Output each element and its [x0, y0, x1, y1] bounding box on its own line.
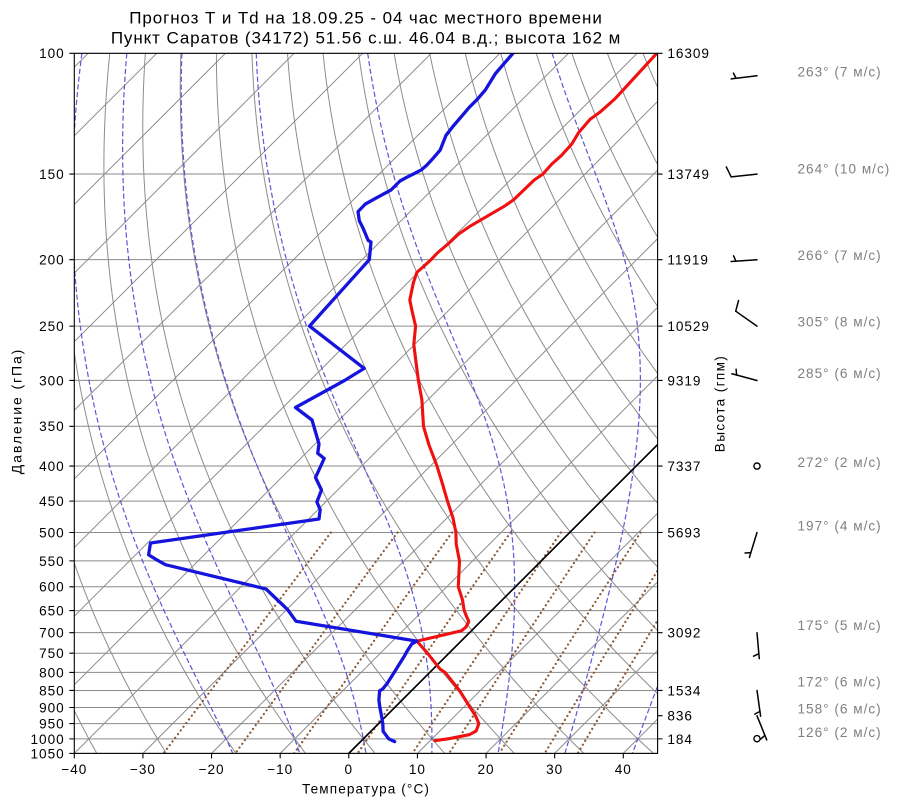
svg-text:450: 450 [39, 494, 65, 509]
svg-text:300: 300 [39, 373, 65, 388]
svg-text:5693: 5693 [667, 525, 701, 540]
svg-text:7337: 7337 [667, 459, 701, 474]
svg-text:40: 40 [615, 762, 632, 777]
svg-text:650: 650 [39, 604, 65, 619]
svg-text:264° (10 м/с): 264° (10 м/с) [798, 162, 891, 177]
svg-text:184: 184 [667, 732, 693, 747]
svg-text:500: 500 [39, 525, 65, 540]
svg-text:400: 400 [39, 459, 65, 474]
svg-text:10: 10 [409, 762, 426, 777]
svg-text:−40: −40 [61, 762, 87, 777]
svg-text:700: 700 [39, 626, 65, 641]
svg-text:263° (7 м/с): 263° (7 м/с) [798, 65, 882, 80]
svg-text:272° (2 м/с): 272° (2 м/с) [798, 455, 882, 470]
svg-text:900: 900 [39, 700, 65, 715]
svg-text:200: 200 [39, 253, 65, 268]
svg-text:750: 750 [39, 646, 65, 661]
svg-text:Пункт Саратов (34172) 51.56 с.: Пункт Саратов (34172) 51.56 с.ш. 46.04 в… [111, 28, 621, 47]
svg-text:Температура (°C): Температура (°C) [302, 781, 430, 796]
svg-text:16309: 16309 [667, 46, 710, 61]
svg-text:11919: 11919 [667, 253, 709, 268]
svg-text:600: 600 [39, 580, 65, 595]
svg-text:150: 150 [39, 167, 65, 182]
svg-text:126° (2 м/с): 126° (2 м/с) [798, 725, 882, 740]
svg-text:197° (4 м/с): 197° (4 м/с) [798, 519, 882, 534]
svg-text:158° (6 м/с): 158° (6 м/с) [798, 701, 882, 716]
svg-text:−30: −30 [130, 762, 156, 777]
svg-text:350: 350 [39, 419, 65, 434]
svg-text:285° (6 м/с): 285° (6 м/с) [798, 366, 882, 381]
svg-text:20: 20 [478, 762, 495, 777]
svg-text:305° (8 м/с): 305° (8 м/с) [798, 315, 882, 330]
svg-text:Высота (гпм): Высота (гпм) [713, 355, 728, 452]
svg-text:850: 850 [39, 683, 65, 698]
svg-text:1050: 1050 [31, 746, 65, 761]
svg-text:172° (6 м/с): 172° (6 м/с) [798, 675, 882, 690]
svg-text:−10: −10 [267, 762, 293, 777]
svg-text:10529: 10529 [667, 319, 710, 334]
svg-text:175° (5 м/с): 175° (5 м/с) [798, 618, 882, 633]
svg-text:1000: 1000 [31, 732, 65, 747]
svg-text:950: 950 [39, 717, 65, 732]
svg-text:3092: 3092 [667, 626, 701, 641]
svg-text:13749: 13749 [667, 167, 710, 182]
svg-text:9319: 9319 [667, 373, 701, 388]
svg-text:Давление (гПа): Давление (гПа) [9, 348, 25, 474]
svg-text:1534: 1534 [667, 683, 701, 698]
svg-text:Прогноз Т и Td на 18.09.25 - 0: Прогноз Т и Td на 18.09.25 - 04 час мест… [129, 9, 602, 28]
svg-text:0: 0 [345, 762, 354, 777]
svg-text:836: 836 [667, 709, 693, 724]
svg-text:250: 250 [39, 319, 65, 334]
svg-text:−20: −20 [199, 762, 225, 777]
svg-text:550: 550 [39, 554, 65, 569]
svg-text:266° (7 м/с): 266° (7 м/с) [798, 248, 882, 263]
svg-text:100: 100 [39, 46, 65, 61]
svg-text:800: 800 [39, 665, 65, 680]
svg-text:30: 30 [546, 762, 563, 777]
